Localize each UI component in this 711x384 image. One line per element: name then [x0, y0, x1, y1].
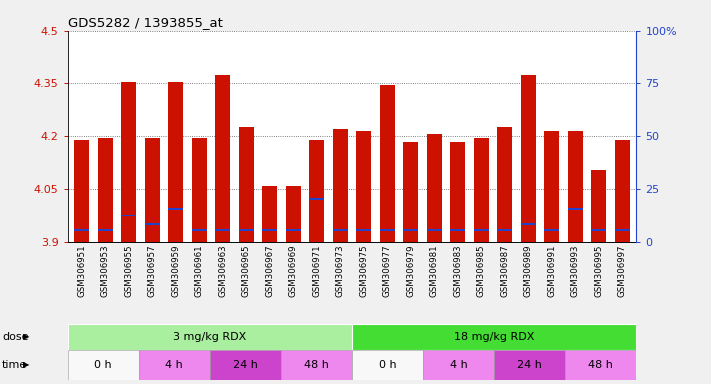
Text: time: time — [2, 360, 28, 370]
Bar — [68, 324, 352, 350]
Bar — [520, 223, 536, 225]
Text: ▶: ▶ — [23, 332, 30, 341]
Bar — [191, 230, 207, 231]
Text: GSM306991: GSM306991 — [547, 244, 556, 297]
Bar — [591, 170, 606, 242]
Text: GSM306985: GSM306985 — [476, 244, 486, 297]
Bar — [427, 230, 442, 231]
Text: GSM306997: GSM306997 — [618, 244, 626, 297]
Bar — [352, 350, 423, 380]
Text: GSM306983: GSM306983 — [453, 244, 462, 297]
Bar — [168, 82, 183, 242]
Bar — [474, 138, 489, 242]
Bar — [262, 230, 277, 231]
Bar — [567, 209, 583, 210]
Text: ▶: ▶ — [23, 361, 30, 369]
Text: GSM306963: GSM306963 — [218, 244, 228, 297]
Bar — [380, 230, 395, 231]
Text: 48 h: 48 h — [304, 360, 328, 370]
Bar — [215, 230, 230, 231]
Bar — [97, 230, 113, 231]
Bar — [591, 230, 606, 231]
Bar — [356, 131, 371, 242]
Bar — [403, 230, 418, 231]
Bar — [427, 134, 442, 242]
Bar — [74, 140, 90, 242]
Text: GSM306973: GSM306973 — [336, 244, 345, 297]
Bar — [614, 140, 630, 242]
Bar — [262, 185, 277, 242]
Bar — [215, 75, 230, 242]
Bar — [423, 350, 494, 380]
Bar — [450, 142, 466, 242]
Text: 4 h: 4 h — [166, 360, 183, 370]
Text: GSM306967: GSM306967 — [265, 244, 274, 297]
Bar — [544, 230, 560, 231]
Bar — [68, 350, 139, 380]
Text: GSM306955: GSM306955 — [124, 244, 133, 297]
Text: GSM306989: GSM306989 — [524, 244, 533, 297]
Text: GSM306959: GSM306959 — [171, 244, 180, 297]
Text: GSM306961: GSM306961 — [195, 244, 203, 297]
Text: 3 mg/kg RDX: 3 mg/kg RDX — [173, 332, 247, 342]
Bar — [497, 127, 513, 242]
Text: 24 h: 24 h — [233, 360, 257, 370]
Bar — [144, 223, 160, 225]
Bar — [168, 209, 183, 210]
Bar — [356, 230, 371, 231]
Text: GSM306953: GSM306953 — [101, 244, 109, 297]
Bar — [286, 185, 301, 242]
Bar — [614, 230, 630, 231]
Bar — [309, 140, 324, 242]
Text: GSM306993: GSM306993 — [571, 244, 579, 297]
Text: 24 h: 24 h — [518, 360, 542, 370]
Bar — [121, 82, 137, 242]
Bar — [97, 138, 113, 242]
Bar — [238, 127, 254, 242]
Bar — [309, 198, 324, 200]
Bar — [474, 230, 489, 231]
Bar — [144, 138, 160, 242]
Bar — [238, 230, 254, 231]
Bar — [520, 75, 536, 242]
Text: GSM306957: GSM306957 — [148, 244, 156, 297]
Text: GSM306965: GSM306965 — [242, 244, 251, 297]
Bar — [497, 230, 513, 231]
Bar — [286, 230, 301, 231]
Text: GSM306987: GSM306987 — [501, 244, 509, 297]
Text: GSM306995: GSM306995 — [594, 244, 603, 297]
Bar — [333, 129, 348, 242]
Bar — [450, 230, 466, 231]
Bar — [567, 131, 583, 242]
Bar — [352, 324, 636, 350]
Text: 48 h: 48 h — [589, 360, 613, 370]
Bar — [403, 142, 418, 242]
Bar — [74, 230, 90, 231]
Bar — [544, 131, 560, 242]
Text: 0 h: 0 h — [95, 360, 112, 370]
Bar — [380, 85, 395, 242]
Text: GSM306951: GSM306951 — [77, 244, 86, 297]
Text: GSM306969: GSM306969 — [289, 244, 298, 297]
Text: GSM306977: GSM306977 — [383, 244, 392, 297]
Bar — [565, 350, 636, 380]
Text: GSM306981: GSM306981 — [429, 244, 439, 297]
Bar — [139, 350, 210, 380]
Bar — [494, 350, 565, 380]
Text: GSM306975: GSM306975 — [359, 244, 368, 297]
Text: dose: dose — [2, 332, 28, 342]
Bar — [281, 350, 352, 380]
Text: 4 h: 4 h — [450, 360, 467, 370]
Bar — [121, 215, 137, 217]
Text: GSM306971: GSM306971 — [312, 244, 321, 297]
Bar — [210, 350, 281, 380]
Text: 18 mg/kg RDX: 18 mg/kg RDX — [454, 332, 535, 342]
Text: 0 h: 0 h — [379, 360, 396, 370]
Bar — [333, 230, 348, 231]
Bar — [191, 138, 207, 242]
Text: GDS5282 / 1393855_at: GDS5282 / 1393855_at — [68, 16, 223, 29]
Text: GSM306979: GSM306979 — [406, 244, 415, 297]
